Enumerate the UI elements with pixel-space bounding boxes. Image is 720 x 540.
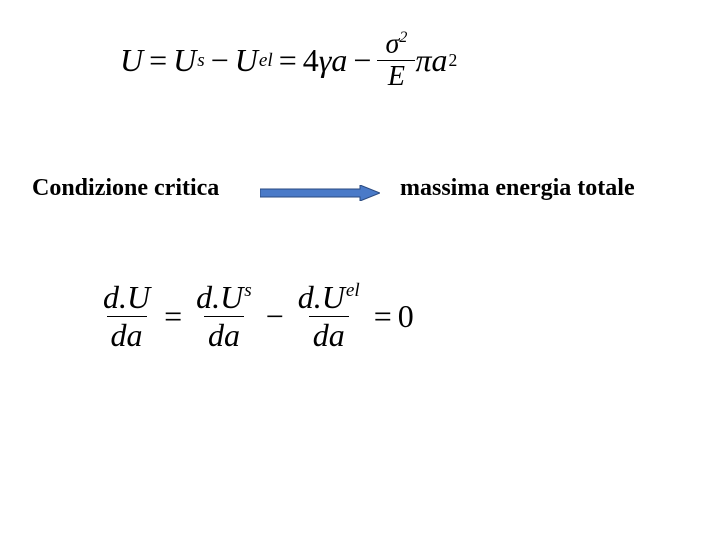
- var-pi: π: [415, 42, 431, 79]
- eq1-lhs: U = Us − Uel = 4γa − σ2 E πa2: [120, 30, 457, 91]
- num-dU: d.U: [103, 279, 150, 315]
- arrow-icon: [260, 185, 380, 201]
- num-4: 4: [303, 42, 319, 79]
- fraction-sigma2-E: σ2 E: [377, 30, 415, 91]
- minus: −: [266, 298, 284, 335]
- minus: −: [211, 42, 229, 79]
- sup-el: el: [346, 280, 360, 301]
- frac-dUs-da: d.Us da: [192, 280, 256, 353]
- var-a: a: [431, 42, 447, 79]
- var-a: a: [331, 42, 347, 79]
- exp-2: 2: [448, 50, 457, 71]
- frac-dU-da: d.U da: [99, 280, 154, 353]
- minus: −: [353, 42, 371, 79]
- energy-equation: U = Us − Uel = 4γa − σ2 E πa2: [120, 30, 457, 91]
- derivative-equation: d.U da = d.Us da − d.Uel da = 0: [95, 280, 414, 353]
- equals: =: [279, 42, 297, 79]
- den-da: da: [313, 317, 345, 353]
- arrow-shape: [260, 185, 380, 201]
- equals: =: [149, 42, 167, 79]
- sup-s: s: [244, 280, 251, 301]
- label-max-energy: massima energia totale: [400, 175, 635, 202]
- var-Us-sup: s: [197, 50, 204, 72]
- num-dUs: d.U: [196, 279, 243, 315]
- var-Us-base: U: [173, 42, 196, 79]
- frac-dUel-da: d.Uel da: [294, 280, 364, 353]
- num-dUel: d.U: [298, 279, 345, 315]
- var-Uel-base: U: [235, 42, 258, 79]
- var-E: E: [388, 61, 405, 92]
- den-da: da: [111, 317, 143, 353]
- label-condition: Condizione critica: [32, 175, 219, 202]
- var-gamma: γ: [319, 42, 332, 79]
- var-U: U: [120, 42, 143, 79]
- var-sigma: σ: [386, 28, 400, 59]
- zero: 0: [398, 298, 414, 335]
- den-da: da: [208, 317, 240, 353]
- var-Uel-sup: el: [259, 50, 273, 72]
- equals: =: [164, 298, 182, 335]
- equals: =: [374, 298, 392, 335]
- exp-2: 2: [399, 29, 407, 46]
